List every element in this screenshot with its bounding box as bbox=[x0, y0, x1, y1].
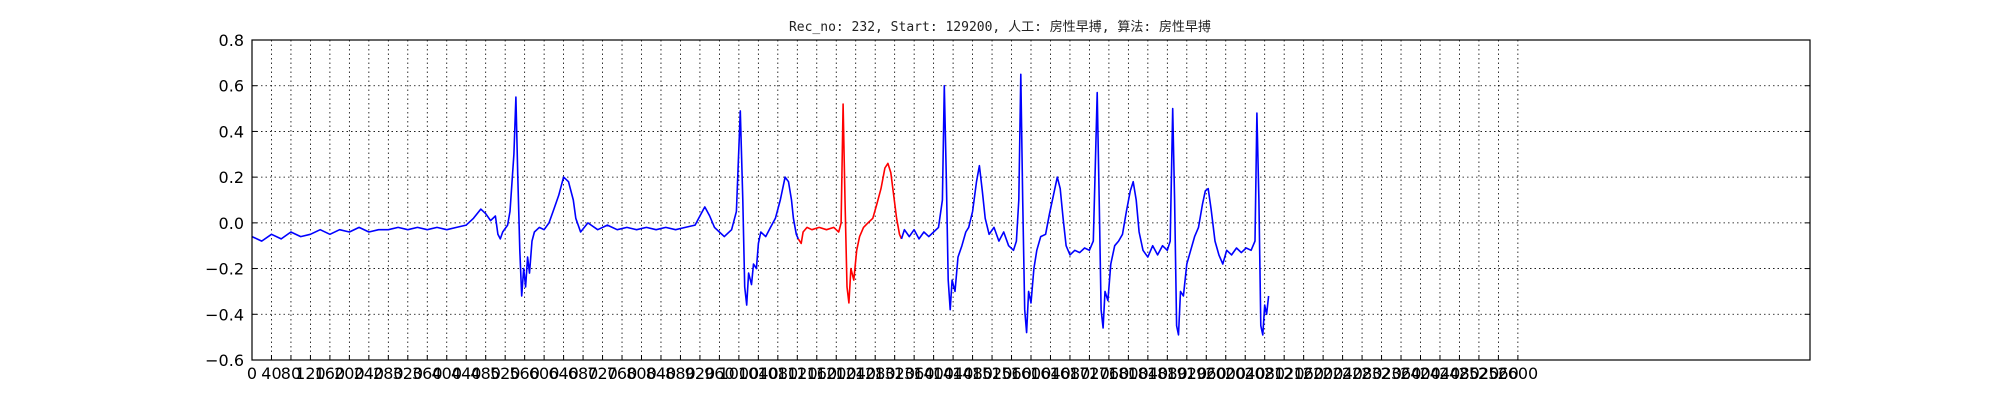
x-tick-label: 2560 bbox=[1478, 364, 1519, 383]
x-tick-label: 200 bbox=[334, 364, 365, 383]
x-tick-label: 1240 bbox=[835, 364, 876, 383]
x-tick-label: 1600 bbox=[1011, 364, 1052, 383]
x-tick-label: 320 bbox=[393, 364, 424, 383]
x-tick-label: 1800 bbox=[1108, 364, 1149, 383]
x-tick-label: 480 bbox=[470, 364, 501, 383]
y-tick-label: −0.2 bbox=[205, 260, 244, 279]
x-tick-label: 640 bbox=[548, 364, 579, 383]
y-tick-label: 0.8 bbox=[219, 31, 244, 50]
x-tick-label: 1680 bbox=[1050, 364, 1091, 383]
y-tick-label: −0.6 bbox=[205, 351, 244, 370]
x-tick-label: 1000 bbox=[719, 364, 760, 383]
x-axis-ticks: 0 40 8012016020024028032036040044048052056… bbox=[247, 355, 1538, 383]
x-tick-label: 1640 bbox=[1030, 364, 1071, 383]
plot-frame bbox=[251, 39, 1811, 361]
x-tick-label: 1520 bbox=[972, 364, 1013, 383]
x-tick-label: 800 bbox=[626, 364, 657, 383]
x-tick-label: 1360 bbox=[894, 364, 935, 383]
x-tick-label: 2400 bbox=[1400, 364, 1441, 383]
y-tick-label: 0.4 bbox=[219, 122, 244, 141]
x-tick-label: 2280 bbox=[1342, 364, 1383, 383]
x-tick-label: 1320 bbox=[874, 364, 915, 383]
ecg-series-line-3 bbox=[900, 73, 1270, 336]
x-tick-label: 520 bbox=[490, 364, 521, 383]
y-tick-label: 0.0 bbox=[219, 214, 244, 233]
x-tick-label: 560 bbox=[509, 364, 540, 383]
chart-title: Rec_no: 232, Start: 129200, 人工: 房性早搏, 算法… bbox=[789, 19, 1211, 35]
ecg-series-line-1 bbox=[251, 96, 800, 306]
x-tick-label: 80 bbox=[281, 364, 301, 383]
x-tick-label: 680 bbox=[568, 364, 599, 383]
x-tick-label: 2600 bbox=[1498, 364, 1539, 383]
x-tick-label: 2240 bbox=[1322, 364, 1363, 383]
x-tick-label: 1720 bbox=[1069, 364, 1110, 383]
x-tick-label: 2200 bbox=[1303, 364, 1344, 383]
x-tick-label: 1760 bbox=[1089, 364, 1130, 383]
y-tick-label: 0.2 bbox=[219, 168, 244, 187]
x-tick-label: 120 bbox=[295, 364, 326, 383]
x-tick-label: 160 bbox=[315, 364, 346, 383]
x-tick-label: 1560 bbox=[991, 364, 1032, 383]
x-tick-label: 880 bbox=[665, 364, 696, 383]
x-tick-label: 440 bbox=[451, 364, 482, 383]
x-tick-label: 2120 bbox=[1264, 364, 1305, 383]
y-axis-ticks: 0.8 0.6 0.4 0.2 0.0 −0.2 −0.4 −0.6 bbox=[205, 31, 1810, 370]
x-tick-label: 1280 bbox=[855, 364, 896, 383]
y-tick-label: 0.6 bbox=[219, 77, 244, 96]
x-tick-label: 2480 bbox=[1439, 364, 1480, 383]
x-tick-label: 720 bbox=[587, 364, 618, 383]
x-tick-label: 840 bbox=[646, 364, 677, 383]
x-tick-label: 960 bbox=[704, 364, 735, 383]
x-tick-label: 2000 bbox=[1205, 364, 1246, 383]
series-group bbox=[251, 73, 1270, 336]
x-tick-label: 1200 bbox=[816, 364, 857, 383]
grid-lines bbox=[251, 39, 1810, 361]
x-tick-label: 0 bbox=[247, 364, 257, 383]
x-tick-label: 1960 bbox=[1186, 364, 1227, 383]
x-tick-label: 760 bbox=[607, 364, 638, 383]
x-tick-label: 2360 bbox=[1381, 364, 1422, 383]
x-tick-label: 600 bbox=[529, 364, 560, 383]
x-tick-label: 2520 bbox=[1459, 364, 1500, 383]
x-tick-label: 360 bbox=[412, 364, 443, 383]
x-tick-label: 2320 bbox=[1361, 364, 1402, 383]
y-tick-label: −0.4 bbox=[205, 305, 244, 324]
x-tick-label: 280 bbox=[373, 364, 404, 383]
x-tick-label: 2160 bbox=[1283, 364, 1324, 383]
x-tick-label: 1120 bbox=[777, 364, 818, 383]
x-tick-label: 1160 bbox=[796, 364, 837, 383]
x-tick-label: 1040 bbox=[738, 364, 779, 383]
x-tick-label: 1480 bbox=[952, 364, 993, 383]
x-tick-label: 400 bbox=[431, 364, 462, 383]
ecg-series-line-2 bbox=[797, 103, 903, 304]
x-tick-label: 2040 bbox=[1225, 364, 1266, 383]
x-tick-label: 2440 bbox=[1420, 364, 1461, 383]
x-tick-label: 1880 bbox=[1147, 364, 1188, 383]
x-tick-label: 1440 bbox=[933, 364, 974, 383]
x-tick-label: 40 bbox=[261, 364, 281, 383]
x-tick-label: 240 bbox=[354, 364, 385, 383]
x-tick-label: 920 bbox=[685, 364, 716, 383]
x-tick-label: 1840 bbox=[1127, 364, 1168, 383]
x-tick-label: 1920 bbox=[1166, 364, 1207, 383]
x-tick-label: 1400 bbox=[913, 364, 954, 383]
x-tick-label: 2080 bbox=[1244, 364, 1285, 383]
x-tick-label: 1080 bbox=[757, 364, 798, 383]
